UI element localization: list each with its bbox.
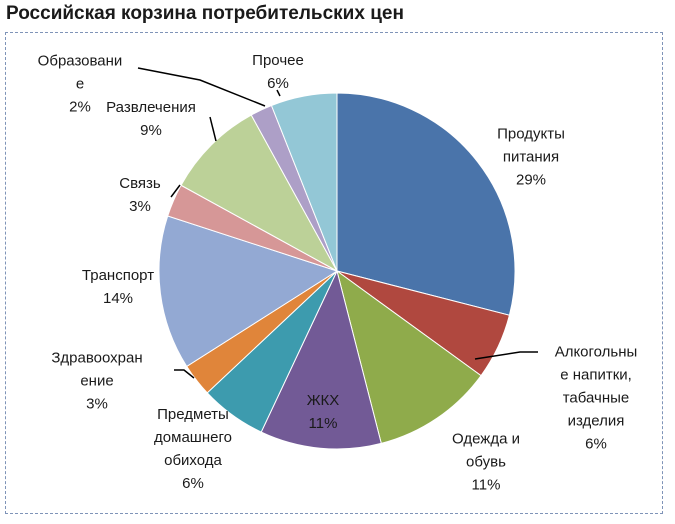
slice-label-text: Продукты	[497, 125, 565, 143]
slice-label-text: е	[75, 75, 85, 93]
slice-label-text: Развлечения	[106, 99, 196, 116]
pie-slice-2	[336, 269, 482, 445]
slice-label-text: обувь	[466, 453, 506, 471]
slice-value-label: 6%	[267, 75, 289, 92]
slice-label-text: Образовани	[37, 52, 123, 70]
slice-label-2: Одежда и обувь 11%	[452, 428, 520, 497]
slice-value-label: 14%	[102, 290, 134, 307]
slice-label-8: Развлечения 9%	[106, 96, 196, 142]
slice-value-label: 6%	[585, 435, 607, 453]
slice-value-label: 6%	[182, 475, 204, 492]
slice-label-text: Одежда и	[452, 430, 520, 448]
slice-value-label: 3%	[86, 395, 108, 413]
slice-label-text: ЖКХ	[306, 392, 340, 409]
pie-slice-10	[270, 92, 338, 272]
slice-label-4: Предметы домашнего обихода 6%	[154, 403, 232, 495]
slice-value-label: 9%	[140, 122, 162, 139]
slice-label-text: домашнего	[154, 429, 232, 446]
leader-line-10	[276, 89, 281, 97]
slice-label-1: Алкогольны е напитки, табачные изделия 6%	[555, 341, 638, 456]
slice-label-text: ение	[80, 372, 114, 390]
slice-label-text: Алкогольны	[554, 343, 638, 361]
slice-label-text: табачные	[562, 389, 630, 407]
leader-line-9	[137, 67, 266, 107]
chart-area	[5, 32, 663, 514]
leader-line-7	[170, 184, 181, 198]
pie-slice-3	[260, 269, 382, 450]
slice-value-label: 11%	[471, 476, 501, 494]
leader-line-5	[174, 369, 195, 379]
slice-label-text: е напитки,	[560, 366, 632, 384]
slice-label-0: Продукты питания 29%	[497, 123, 565, 192]
slice-value-label: 11%	[308, 415, 338, 432]
slice-label-text: Связь	[119, 175, 161, 192]
slice-label-10: Прочее 6%	[252, 49, 304, 95]
pie-slice-6	[158, 215, 339, 368]
slice-label-text: обихода	[164, 452, 222, 469]
slice-label-7: Связь 3%	[119, 172, 160, 218]
slice-label-6: Транспорт 14%	[82, 264, 154, 310]
slice-label-text: питания	[502, 148, 560, 166]
pie-slice-0	[336, 92, 516, 316]
slice-label-text: Здравоохран	[51, 349, 143, 367]
slice-label-9: Образовани е 2%	[38, 50, 123, 119]
slice-value-label: 29%	[515, 171, 547, 189]
slice-value-label: 2%	[69, 98, 91, 116]
slice-label-text: Транспорт	[81, 267, 155, 284]
chart-title: Российская корзина потребительских цен	[6, 3, 404, 24]
slice-label-text: изделия	[567, 412, 625, 430]
slice-value-label: 3%	[129, 198, 151, 215]
leader-line-1	[474, 351, 538, 360]
pie-slice-8	[180, 114, 339, 273]
leader-line-8	[209, 116, 217, 142]
slice-label-text: Предметы	[157, 406, 229, 423]
slice-label-5: Здравоохран ение 3%	[51, 347, 142, 416]
slice-label-text: Прочее	[252, 52, 304, 69]
slice-label-3: ЖКХ 11%	[307, 389, 340, 435]
